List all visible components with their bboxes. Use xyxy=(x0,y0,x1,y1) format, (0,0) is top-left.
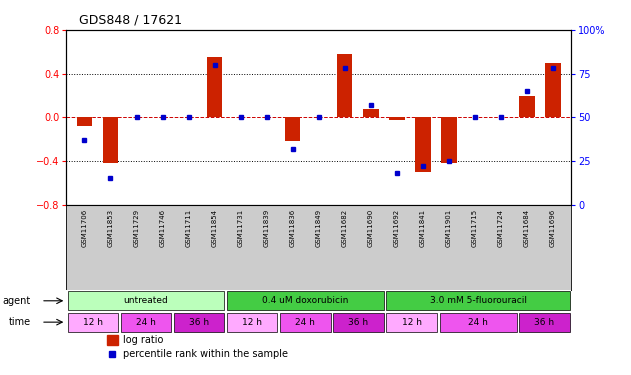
Text: 0.4 uM doxorubicin: 0.4 uM doxorubicin xyxy=(262,296,348,305)
Bar xyxy=(103,117,118,163)
Text: untreated: untreated xyxy=(124,296,168,305)
Bar xyxy=(386,312,437,332)
Text: GSM11682: GSM11682 xyxy=(341,209,348,247)
Text: GSM11853: GSM11853 xyxy=(107,209,114,247)
Text: GSM11839: GSM11839 xyxy=(264,209,269,247)
Text: GSM11684: GSM11684 xyxy=(524,209,530,247)
Text: 24 h: 24 h xyxy=(136,318,156,327)
Bar xyxy=(68,312,118,332)
Bar xyxy=(389,117,404,120)
Bar xyxy=(280,312,331,332)
Bar xyxy=(285,117,300,141)
Text: GSM11836: GSM11836 xyxy=(290,209,296,247)
Text: 12 h: 12 h xyxy=(402,318,422,327)
Bar xyxy=(227,312,278,332)
Bar xyxy=(227,291,384,310)
Bar xyxy=(441,117,457,163)
Text: GSM11901: GSM11901 xyxy=(445,209,452,247)
Text: percentile rank within the sample: percentile rank within the sample xyxy=(123,349,288,359)
Text: GSM11724: GSM11724 xyxy=(498,209,504,247)
Bar xyxy=(333,312,384,332)
Bar xyxy=(415,117,430,172)
Text: 24 h: 24 h xyxy=(295,318,316,327)
Text: GDS848 / 17621: GDS848 / 17621 xyxy=(79,13,182,26)
Text: time: time xyxy=(9,317,31,327)
Bar xyxy=(545,63,561,117)
Text: GSM11854: GSM11854 xyxy=(211,209,218,247)
Text: 24 h: 24 h xyxy=(468,318,488,327)
Text: 36 h: 36 h xyxy=(189,318,209,327)
Text: 12 h: 12 h xyxy=(83,318,103,327)
Bar xyxy=(363,109,379,117)
Text: GSM11711: GSM11711 xyxy=(186,209,192,247)
Text: 36 h: 36 h xyxy=(348,318,369,327)
Bar xyxy=(121,312,171,332)
Text: GSM11841: GSM11841 xyxy=(420,209,426,247)
Text: 12 h: 12 h xyxy=(242,318,262,327)
Text: GSM11690: GSM11690 xyxy=(368,209,374,247)
Bar xyxy=(207,57,222,117)
Text: agent: agent xyxy=(3,296,31,306)
Bar xyxy=(76,117,92,126)
Text: GSM11696: GSM11696 xyxy=(550,209,556,247)
Text: GSM11715: GSM11715 xyxy=(472,209,478,247)
Text: GSM11706: GSM11706 xyxy=(81,209,88,247)
Text: GSM11849: GSM11849 xyxy=(316,209,322,247)
Text: GSM11729: GSM11729 xyxy=(134,209,139,247)
Text: 36 h: 36 h xyxy=(534,318,555,327)
Bar xyxy=(519,312,570,332)
Bar xyxy=(337,54,353,117)
Bar xyxy=(107,335,118,345)
Text: GSM11692: GSM11692 xyxy=(394,209,399,247)
Text: GSM11731: GSM11731 xyxy=(238,209,244,247)
Text: 3.0 mM 5-fluorouracil: 3.0 mM 5-fluorouracil xyxy=(430,296,526,305)
Text: GSM11746: GSM11746 xyxy=(160,209,165,247)
Bar xyxy=(440,312,517,332)
Bar xyxy=(174,312,225,332)
Bar xyxy=(68,291,225,310)
Bar xyxy=(386,291,570,310)
Bar xyxy=(519,96,534,117)
Text: log ratio: log ratio xyxy=(123,335,163,345)
